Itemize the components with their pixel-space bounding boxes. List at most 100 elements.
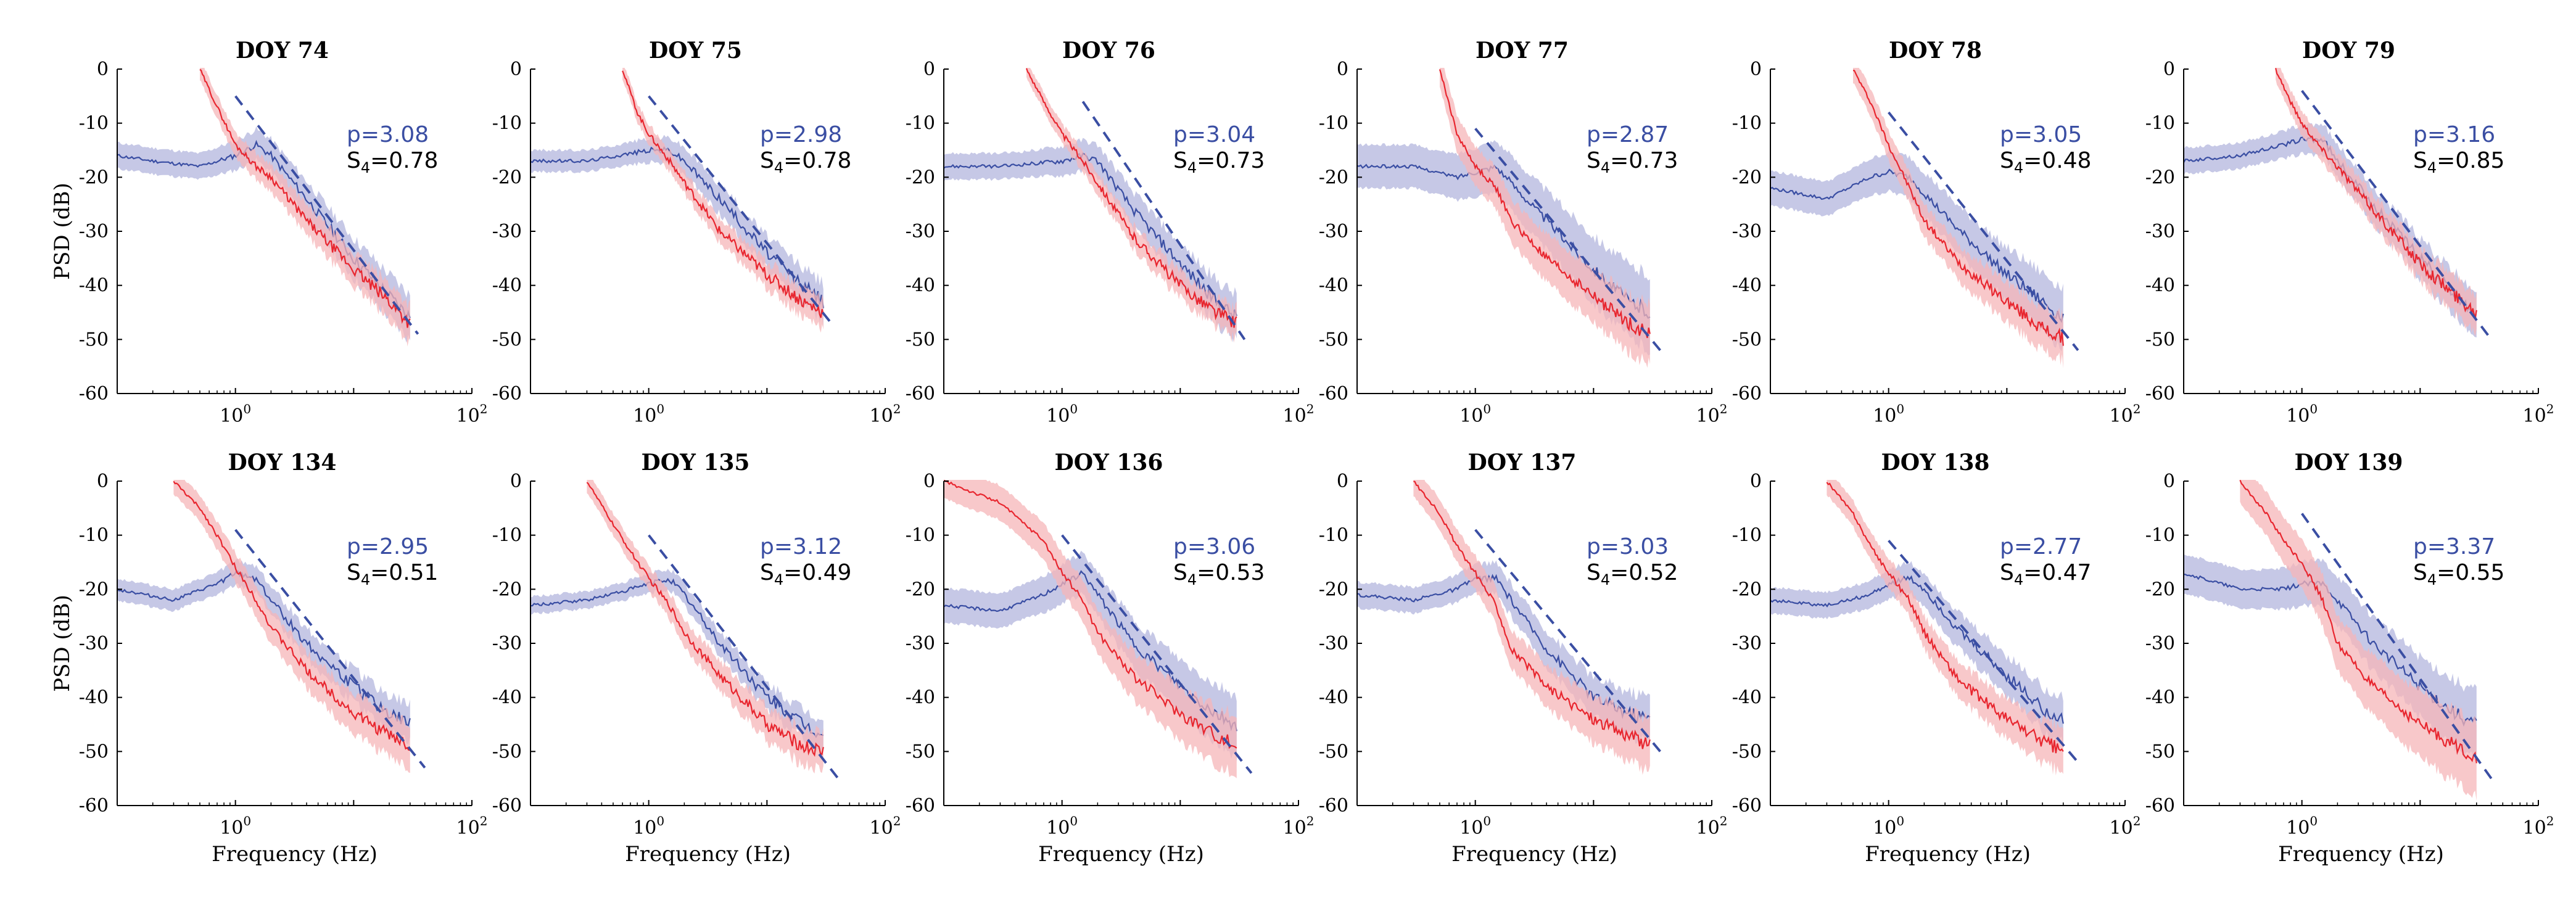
y-tick-label: -40 — [79, 275, 109, 297]
y-tick-label: -20 — [2145, 579, 2175, 600]
y-tick-label: -10 — [1319, 525, 1348, 546]
blue-psd-line — [530, 146, 824, 308]
s4-index-label: S4=0.85 — [2413, 148, 2504, 176]
spectral-index-label: p=2.87 — [1587, 122, 1669, 147]
y-tick-label: -50 — [492, 329, 522, 350]
y-tick-label: -50 — [906, 741, 935, 762]
y-tick-label: -10 — [906, 525, 935, 546]
y-tick-label: 0 — [2163, 471, 2175, 492]
y-tick-label: -10 — [79, 525, 109, 546]
blue-psd-band — [117, 126, 410, 343]
blue-psd-band — [1770, 150, 2063, 352]
y-tick-label: -60 — [79, 383, 109, 405]
s4-index-label: S4=0.53 — [1173, 560, 1265, 588]
power-law-fit-line — [1474, 128, 1666, 357]
spectral-index-label: p=3.16 — [2413, 122, 2495, 147]
panel-title: DOY 76 — [1062, 38, 1155, 64]
power-law-fit-line — [648, 95, 833, 324]
power-law-fit-line — [2301, 89, 2493, 340]
blue-psd-band — [944, 138, 1237, 342]
power-law-fit-line — [1061, 534, 1253, 774]
spectral-index-label: p=3.05 — [2000, 122, 2082, 147]
blue-psd-line — [944, 570, 1237, 732]
x-tick-label: 102 — [870, 814, 901, 839]
y-tick-label: 0 — [97, 471, 109, 492]
y-tick-label: -60 — [2145, 795, 2175, 817]
y-tick-label: -20 — [1319, 167, 1348, 188]
spectral-index-label: p=3.37 — [2413, 534, 2495, 559]
y-tick-label: 0 — [1750, 471, 1762, 492]
y-tick-label: -50 — [1732, 329, 1762, 350]
x-tick-label: 100 — [1459, 402, 1491, 427]
x-tick-label: 100 — [1459, 814, 1491, 839]
red-psd-line — [2239, 480, 2477, 764]
x-tick-label: 102 — [1696, 814, 1728, 839]
blue-psd-line — [1770, 168, 2064, 323]
x-tick-label: 100 — [2286, 814, 2318, 839]
panel-title: DOY 79 — [2302, 38, 2395, 64]
panel-doy-74: 0 -10 -20 -30 -40 -50 -60 100 102 DOY 74 p=3.08S4=… — [50, 38, 487, 427]
red-psd-line — [199, 68, 411, 328]
panel-title: DOY 134 — [228, 450, 337, 476]
power-law-fit-line — [1081, 101, 1246, 340]
y-tick-label: -30 — [79, 633, 109, 654]
x-axis-label: Frequency (Hz) — [1865, 842, 2031, 867]
y-tick-label: -40 — [906, 275, 935, 297]
y-tick-label: -60 — [906, 795, 935, 817]
x-tick-label: 100 — [1046, 814, 1078, 839]
y-tick-label: -40 — [1732, 275, 1762, 297]
y-tick-label: -40 — [79, 687, 109, 709]
x-axis-label: Frequency (Hz) — [1451, 842, 1617, 867]
y-tick-label: -40 — [1732, 687, 1762, 709]
y-tick-label: -20 — [79, 579, 109, 600]
y-tick-label: -40 — [906, 687, 935, 709]
y-tick-label: -60 — [2145, 383, 2175, 405]
y-tick-label: -20 — [1319, 579, 1348, 600]
blue-psd-line — [1770, 575, 2064, 724]
y-tick-label: -30 — [1732, 633, 1762, 654]
panel-title: DOY 138 — [1881, 450, 1990, 476]
y-tick-label: -20 — [492, 579, 522, 600]
x-tick-label: 100 — [220, 402, 251, 427]
y-tick-label: -60 — [1732, 383, 1762, 405]
y-tick-label: -10 — [1732, 113, 1762, 134]
y-tick-label: -10 — [1319, 113, 1348, 134]
panel-doy-75: 0 -10 -20 -30 -40 -50 -60 100 102 DOY 75 p=2.98S4=… — [492, 38, 901, 427]
spectral-index-label: p=2.95 — [347, 534, 429, 559]
x-tick-label: 100 — [2286, 402, 2318, 427]
x-axis-label: Frequency (Hz) — [2278, 842, 2444, 867]
s4-index-label: S4=0.49 — [760, 560, 851, 588]
y-tick-label: -60 — [79, 795, 109, 817]
y-tick-label: -30 — [2145, 221, 2175, 242]
s4-index-label: S4=0.73 — [1587, 148, 1678, 176]
red-psd-line — [1413, 480, 1651, 749]
x-axis-label: Frequency (Hz) — [1038, 842, 1204, 867]
y-tick-label: -60 — [1319, 383, 1348, 405]
x-axis-label: Frequency (Hz) — [212, 842, 378, 867]
power-law-fit-line — [648, 534, 840, 780]
spectral-index-label: p=2.77 — [2000, 534, 2082, 559]
panel-title: DOY 139 — [2295, 450, 2403, 476]
y-tick-label: 0 — [510, 471, 522, 492]
s4-index-label: S4=0.78 — [760, 148, 851, 176]
y-tick-label: -60 — [492, 795, 522, 817]
red-psd-line — [944, 480, 1237, 749]
y-tick-label: 0 — [1337, 59, 1348, 80]
blue-psd-line — [530, 577, 824, 738]
x-tick-label: 100 — [633, 402, 664, 427]
blue-psd-line — [944, 152, 1237, 320]
panel-title: DOY 77 — [1476, 38, 1569, 64]
y-tick-label: -50 — [79, 329, 109, 350]
x-tick-label: 102 — [456, 402, 488, 427]
s4-index-label: S4=0.55 — [2413, 560, 2504, 588]
red-psd-line — [622, 70, 824, 318]
panel-doy-76: 0 -10 -20 -30 -40 -50 -60 100 102 DOY 76 p=3.04S4=… — [906, 38, 1315, 427]
y-tick-label: -30 — [1319, 633, 1348, 654]
y-tick-label: -30 — [492, 633, 522, 654]
panel-doy-79: 0 -10 -20 -30 -40 -50 -60 100 102 DOY 79 p=3.16S4=… — [2145, 38, 2554, 427]
panel-doy-135: 0 -10 -20 -30 -40 -50 -60 100 102 DOY 135 p=3.12S4… — [492, 450, 901, 867]
red-psd-band — [200, 68, 410, 347]
y-tick-label: -30 — [1732, 221, 1762, 242]
panel-title: DOY 136 — [1055, 450, 1163, 476]
s4-index-label: S4=0.78 — [347, 148, 438, 176]
